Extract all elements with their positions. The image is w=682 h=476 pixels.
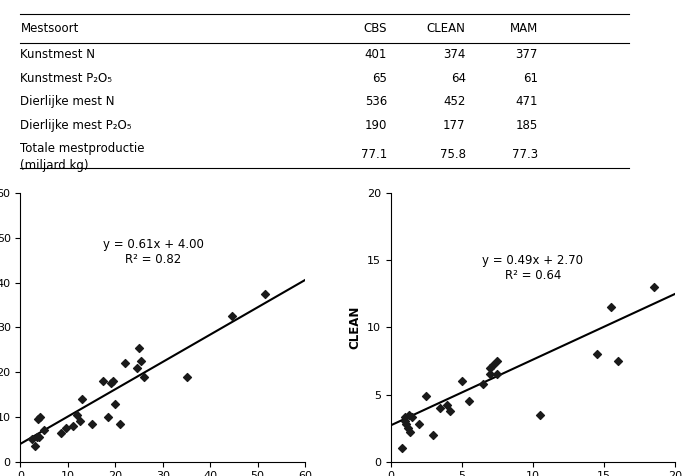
Text: 452: 452 <box>443 96 466 109</box>
Point <box>27 436 38 443</box>
Text: 190: 190 <box>365 119 387 132</box>
Point <box>488 361 499 369</box>
Point <box>103 413 114 421</box>
Point <box>445 407 456 415</box>
Text: 75.8: 75.8 <box>440 149 466 161</box>
Point <box>535 411 546 418</box>
Point <box>456 377 467 385</box>
Point <box>35 413 46 421</box>
Point <box>401 420 412 428</box>
Point <box>405 428 416 436</box>
Point <box>463 397 474 405</box>
Point <box>613 357 624 365</box>
Point <box>76 395 87 403</box>
Point <box>98 377 109 385</box>
Point <box>55 429 66 436</box>
Point <box>108 377 119 385</box>
Point <box>492 371 503 378</box>
Point <box>110 400 121 407</box>
Text: 377: 377 <box>516 48 537 61</box>
Point <box>413 420 424 428</box>
Point <box>68 422 78 430</box>
Text: MAM: MAM <box>509 22 537 35</box>
Text: 77.3: 77.3 <box>512 149 537 161</box>
Point <box>181 373 192 380</box>
Text: 536: 536 <box>365 96 387 109</box>
Text: 77.1: 77.1 <box>361 149 387 161</box>
Text: Totale mestproductie: Totale mestproductie <box>20 142 145 155</box>
Point <box>399 414 410 421</box>
Point <box>134 344 145 351</box>
Point <box>421 392 432 400</box>
Point <box>477 380 488 387</box>
Text: 374: 374 <box>443 48 466 61</box>
Point <box>435 404 446 412</box>
Text: Dierlijke mest N: Dierlijke mest N <box>20 96 115 109</box>
Text: Kunstmest N: Kunstmest N <box>20 48 95 61</box>
Point <box>406 414 417 421</box>
Point <box>428 431 439 439</box>
Point <box>404 411 415 418</box>
Point <box>34 433 45 441</box>
Point <box>259 290 270 298</box>
Point <box>606 304 617 311</box>
Point <box>39 426 50 434</box>
Text: y = 0.61x + 4.00
R² = 0.82: y = 0.61x + 4.00 R² = 0.82 <box>103 238 204 266</box>
Text: 64: 64 <box>451 72 466 85</box>
Y-axis label: CLEAN: CLEAN <box>348 306 361 349</box>
Text: 61: 61 <box>522 72 537 85</box>
Text: 471: 471 <box>515 96 537 109</box>
Point <box>399 417 410 425</box>
Point <box>131 364 142 371</box>
Point <box>119 359 130 367</box>
Text: Dierlijke mest P₂O₅: Dierlijke mest P₂O₅ <box>20 119 132 132</box>
Point <box>86 420 97 427</box>
Point <box>396 445 407 452</box>
Point <box>60 424 71 432</box>
Point <box>591 350 602 358</box>
Point <box>402 424 413 432</box>
Text: 401: 401 <box>365 48 387 61</box>
Point <box>442 401 453 409</box>
Point <box>31 433 42 441</box>
Text: Kunstmest P₂O₅: Kunstmest P₂O₅ <box>20 72 113 85</box>
Point <box>72 411 83 418</box>
Point <box>492 357 503 365</box>
Point <box>105 379 116 387</box>
Text: CBS: CBS <box>364 22 387 35</box>
Point <box>74 417 85 425</box>
Point <box>226 312 237 320</box>
Text: CLEAN: CLEAN <box>427 22 466 35</box>
Point <box>138 373 149 380</box>
Point <box>33 416 44 423</box>
Text: (miljard kg): (miljard kg) <box>20 159 89 172</box>
Point <box>136 357 147 365</box>
Point <box>29 442 40 450</box>
Text: 65: 65 <box>372 72 387 85</box>
Point <box>115 420 125 427</box>
Text: 177: 177 <box>443 119 466 132</box>
Text: 185: 185 <box>516 119 537 132</box>
Point <box>485 371 496 378</box>
Point <box>485 364 496 371</box>
Text: Mestsoort: Mestsoort <box>20 22 79 35</box>
Point <box>649 283 659 291</box>
Text: y = 0.49x + 2.70
R² = 0.64: y = 0.49x + 2.70 R² = 0.64 <box>482 254 583 281</box>
